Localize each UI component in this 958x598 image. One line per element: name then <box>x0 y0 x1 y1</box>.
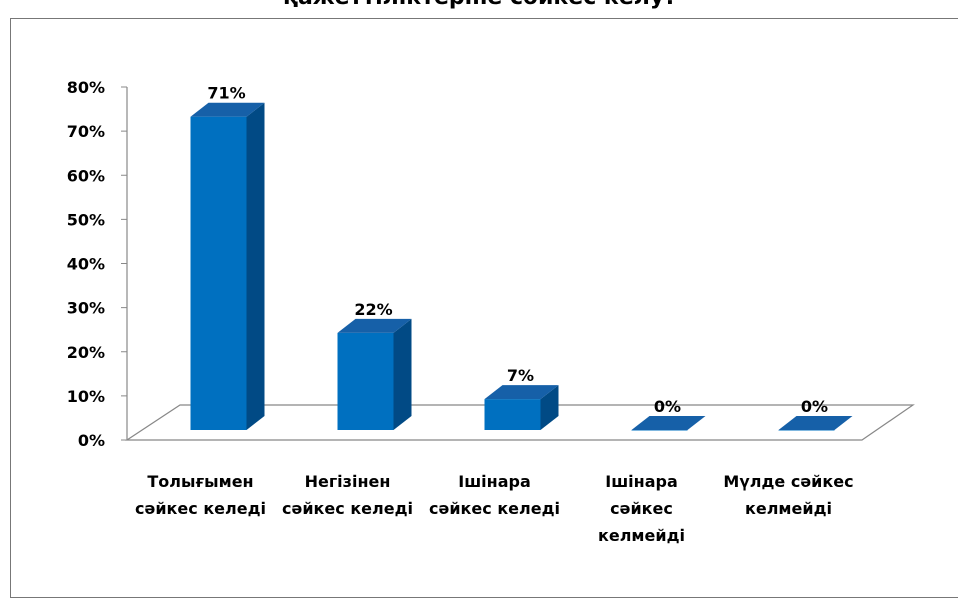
value-label: 22% <box>354 300 392 319</box>
y-tick-label: 40% <box>67 255 105 274</box>
bar-top <box>778 416 853 430</box>
y-tick-label: 70% <box>67 122 105 141</box>
value-label: 7% <box>507 366 534 385</box>
bar <box>337 318 412 430</box>
x-tick-label: Ішінара сәйкес келмейді <box>598 472 685 545</box>
chart: қажеттіліктеріне сәйкес келу? 0% 10% 20% 30… <box>67 0 915 450</box>
bar-top <box>484 385 559 400</box>
x-tick-label: Ішінара сәйкес келеді <box>429 472 560 518</box>
bar-front <box>778 430 835 431</box>
bar <box>190 102 265 431</box>
page: {"chart_data": {"type": "bar3d", "title"… <box>10 0 958 598</box>
bar-front <box>190 116 247 431</box>
bar <box>484 385 559 430</box>
bar-top <box>337 318 412 333</box>
x-tick-label: Толығымен сәйкес келеді <box>135 472 266 518</box>
bar-side <box>393 318 412 430</box>
bar-side <box>540 385 559 430</box>
value-label: 71% <box>207 84 245 103</box>
bar-front <box>484 399 541 430</box>
chart-title: қажеттіліктеріне сәйкес келу? <box>283 0 677 10</box>
bar-front <box>631 430 688 431</box>
y-tick-label: 30% <box>67 299 105 318</box>
floor <box>125 404 915 441</box>
bar <box>778 416 853 431</box>
value-label: 0% <box>654 397 681 416</box>
bar-side <box>246 102 265 431</box>
x-tick-label: Негізінен сәйкес келеді <box>282 472 413 518</box>
value-label: 0% <box>801 397 828 416</box>
y-tick-label: 80% <box>67 78 105 97</box>
y-tick-label: 60% <box>67 166 105 185</box>
bar-front <box>337 332 394 430</box>
bar-top <box>190 102 265 117</box>
y-tick-label: 0% <box>78 431 105 450</box>
x-tick-label: Мүлде сәйкес келмейді <box>723 472 854 518</box>
y-tick-label: 10% <box>67 387 105 406</box>
bar-top <box>631 416 706 430</box>
y-tick-label: 50% <box>67 210 105 229</box>
bar <box>631 416 706 431</box>
y-tick-label: 20% <box>67 343 105 362</box>
